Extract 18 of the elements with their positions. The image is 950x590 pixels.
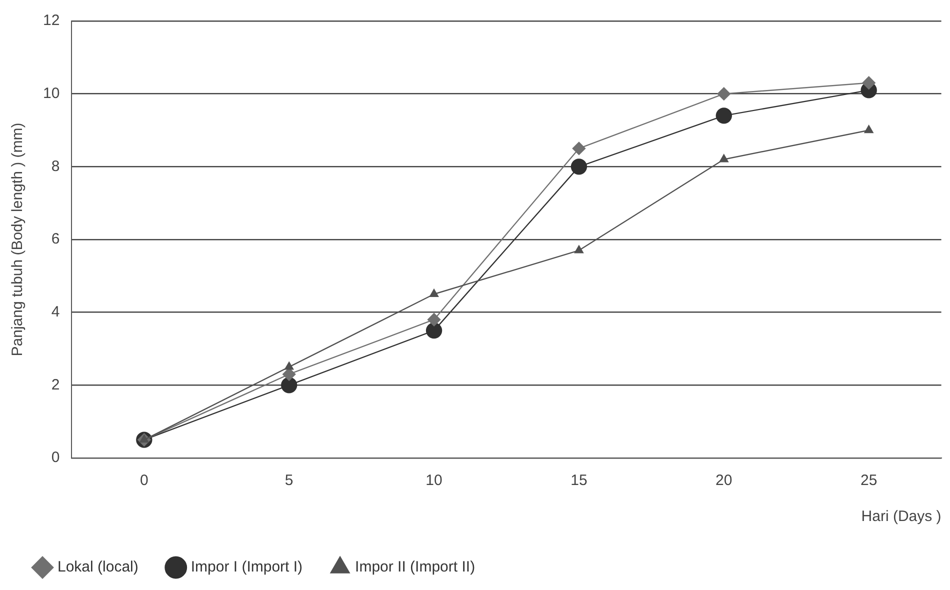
y-tick-label: 0: [51, 449, 60, 466]
x-tick-label: 0: [140, 472, 148, 490]
y-tick-label: 10: [42, 84, 60, 102]
x-tick-label: 15: [570, 472, 588, 490]
y-tick-label: 4: [51, 303, 60, 320]
y-tick-label: 12: [42, 12, 60, 30]
x-tick-label: 20: [716, 472, 732, 490]
x-tick-label: 25: [860, 472, 878, 490]
legend-label: Impor II (Import II): [355, 558, 476, 576]
x-tick-label: 10: [426, 472, 442, 490]
y-tick-label: 8: [51, 158, 60, 175]
x-axis-title: Hari (Days ): [861, 508, 942, 526]
legend-label: Lokal (local): [58, 558, 138, 576]
y-tick-label: 6: [51, 230, 60, 248]
y-axis-title: Panjang tubuh (Body length ) (mm): [9, 122, 26, 356]
y-tick-label: 2: [51, 376, 60, 394]
x-tick-label: 5: [284, 472, 294, 490]
legend-label: Impor I (Import I): [190, 558, 303, 576]
